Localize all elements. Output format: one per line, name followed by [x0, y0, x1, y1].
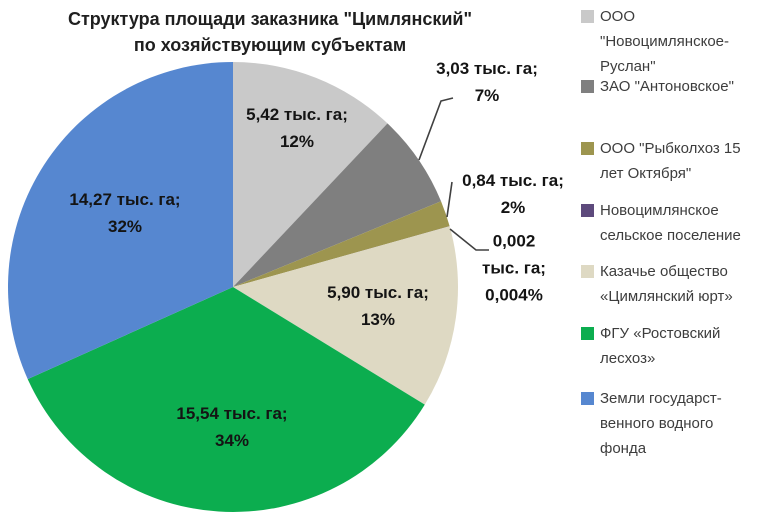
legend: ООО "Новоцимлянское- Руслан" ЗАО "Антоновск… [581, 0, 778, 512]
pie-slice-6 [8, 62, 233, 380]
legend-label-6: Земли государст-венного водного фонда [600, 390, 722, 457]
legend-item-5: ФГУ «Ростовский лесхоз» [581, 321, 778, 371]
leader-line-3 [449, 228, 489, 251]
legend-label-5: ФГУ «Ростовский лесхоз» [600, 325, 721, 367]
legend-item-3: Новоцимлянское сельское поселение [581, 198, 778, 248]
legend-swatch-0 [581, 10, 594, 23]
legend-label-0: ООО "Новоцимлянское- Руслан" [600, 8, 729, 75]
pie-slice-4 [233, 226, 458, 405]
pie-label-0: 5,42 тыс. га; 12% [246, 105, 348, 151]
pie-slice-5 [27, 287, 425, 512]
legend-label-1: ЗАО "Антоновское" [600, 78, 734, 95]
pie-slice-1 [233, 123, 442, 287]
pie-label-1: 3,03 тыс. га; 7% [436, 59, 538, 105]
legend-swatch-1 [581, 80, 594, 93]
pie-slice-2 [233, 201, 450, 287]
leader-line-1 [418, 97, 454, 161]
chart-title-line1: Структура площади заказника "Цимлянский" [67, 9, 473, 29]
legend-item-1: ЗАО "Антоновское" [581, 74, 778, 99]
legend-item-2: ООО "Рыбколхоз 15 лет Октября" [581, 136, 778, 186]
pie-slice-0 [233, 62, 388, 287]
chart-title: Структура площади заказника "Цимлянский"… [10, 6, 530, 58]
legend-item-0: ООО "Новоцимлянское- Руслан" [581, 4, 778, 79]
pie-label-5: 15,54 тыс. га; 34% [176, 404, 288, 450]
legend-swatch-2 [581, 142, 594, 155]
legend-item-6: Земли государст-венного водного фонда [581, 386, 778, 461]
chart-title-line2: по хозяйствующим субъектам [133, 35, 407, 55]
legend-label-3: Новоцимлянское сельское поселение [600, 202, 741, 244]
pie-slice-3 [233, 226, 450, 287]
leader-line-2 [446, 181, 453, 218]
pie-label-2: 0,84 тыс. га; 2% [462, 171, 564, 217]
legend-label-2: ООО "Рыбколхоз 15 лет Октября" [600, 140, 741, 182]
legend-swatch-4 [581, 265, 594, 278]
pie-label-4: 5,90 тыс. га; 13% [327, 283, 429, 329]
legend-swatch-5 [581, 327, 594, 340]
legend-label-4: Казачье общество «Цимлянский юрт» [600, 263, 733, 305]
legend-swatch-3 [581, 204, 594, 217]
pie-label-6: 14,27 тыс. га; 32% [69, 190, 181, 236]
legend-swatch-6 [581, 392, 594, 405]
pie-label-3: 0,002 тыс. га; 0,004% [482, 231, 546, 305]
legend-item-4: Казачье общество «Цимлянский юрт» [581, 259, 778, 309]
